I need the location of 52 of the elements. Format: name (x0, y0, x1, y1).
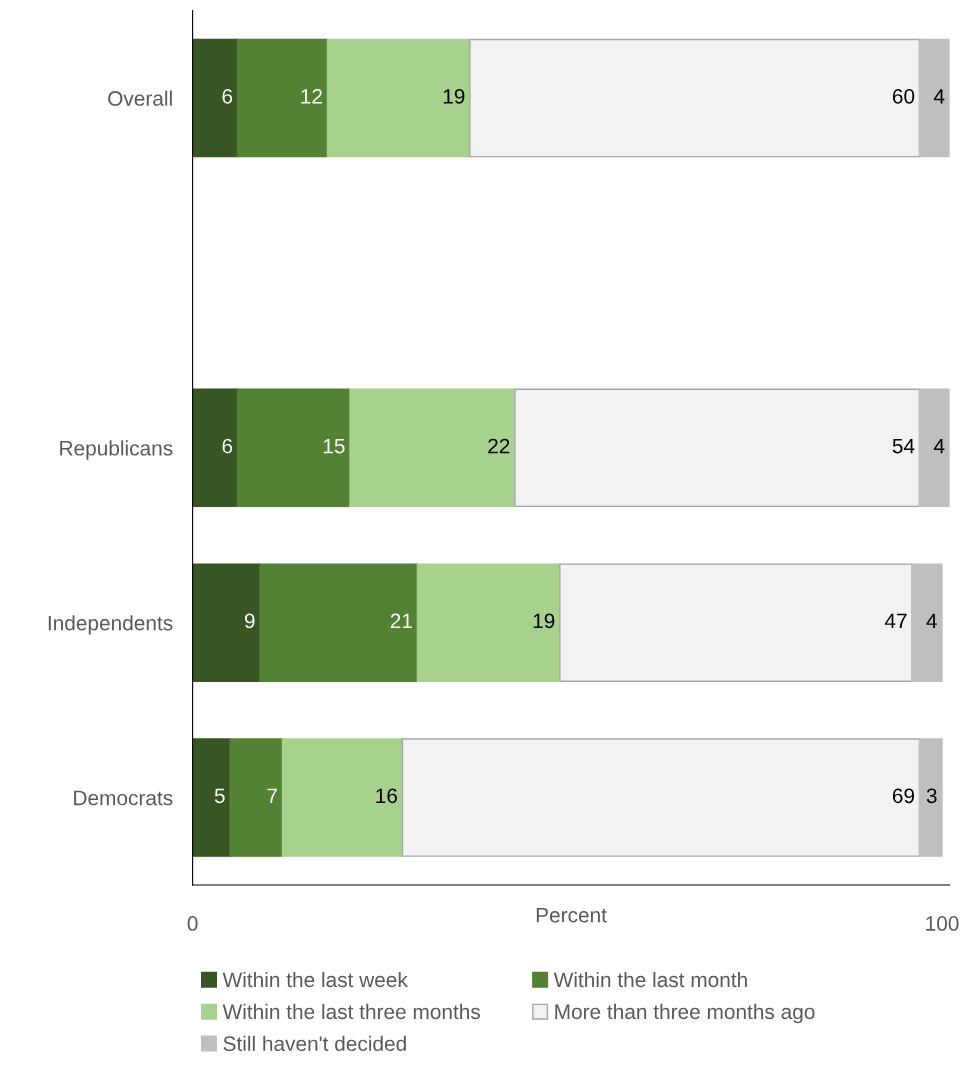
bar (911, 563, 943, 682)
data-label: 12 (301, 88, 322, 104)
bar (559, 563, 913, 682)
data-label: 47 (884, 613, 907, 629)
bar (236, 388, 351, 508)
y-tick-label: Overall (108, 90, 172, 106)
legend-label: More than three months ago (555, 1003, 815, 1024)
data-label: 69 (892, 788, 915, 804)
bar (918, 738, 943, 857)
bar (281, 738, 404, 857)
legend-label: Within the last month (553, 971, 747, 988)
data-label: 9 (244, 613, 255, 629)
data-label: 7 (267, 788, 277, 803)
legend-label: Still haven't decided (223, 1035, 406, 1052)
y-tick-label: Independents (48, 615, 173, 635)
bar (192, 38, 239, 158)
bar (469, 38, 921, 158)
x-tick-label: 100 (926, 916, 959, 931)
data-label: 3 (926, 788, 937, 804)
data-label: 54 (892, 438, 915, 454)
bar (192, 563, 261, 682)
data-label: 22 (488, 438, 510, 454)
data-label: 5 (214, 788, 225, 804)
bar (229, 738, 284, 857)
data-label: 21 (390, 613, 412, 629)
data-label: 19 (443, 88, 465, 104)
bar (514, 388, 921, 508)
bar (236, 38, 329, 158)
bar (918, 38, 950, 158)
data-label: 16 (376, 788, 398, 804)
bar (918, 388, 950, 508)
bar (259, 563, 419, 682)
data-label: 4 (926, 613, 937, 629)
bar (326, 38, 471, 158)
bar (349, 388, 516, 508)
data-label: 15 (323, 438, 345, 454)
x-axis-title: Percent (536, 907, 607, 923)
bar (401, 738, 921, 857)
legend-label: Within the last week (222, 971, 408, 988)
data-label: 4 (933, 89, 945, 104)
legend-label: Within the last three months (222, 1003, 481, 1020)
y-tick-label: Republicans (60, 440, 173, 460)
y-tick-label: Democrats (74, 790, 173, 806)
x-tick-label: 0 (187, 916, 198, 931)
data-label: 19 (533, 613, 555, 629)
data-label: 60 (892, 88, 915, 104)
data-label: 6 (222, 88, 233, 104)
bar (192, 738, 231, 857)
bar (416, 563, 561, 682)
bar (192, 388, 239, 508)
data-label: 6 (222, 438, 233, 454)
data-label: 4 (933, 438, 945, 454)
